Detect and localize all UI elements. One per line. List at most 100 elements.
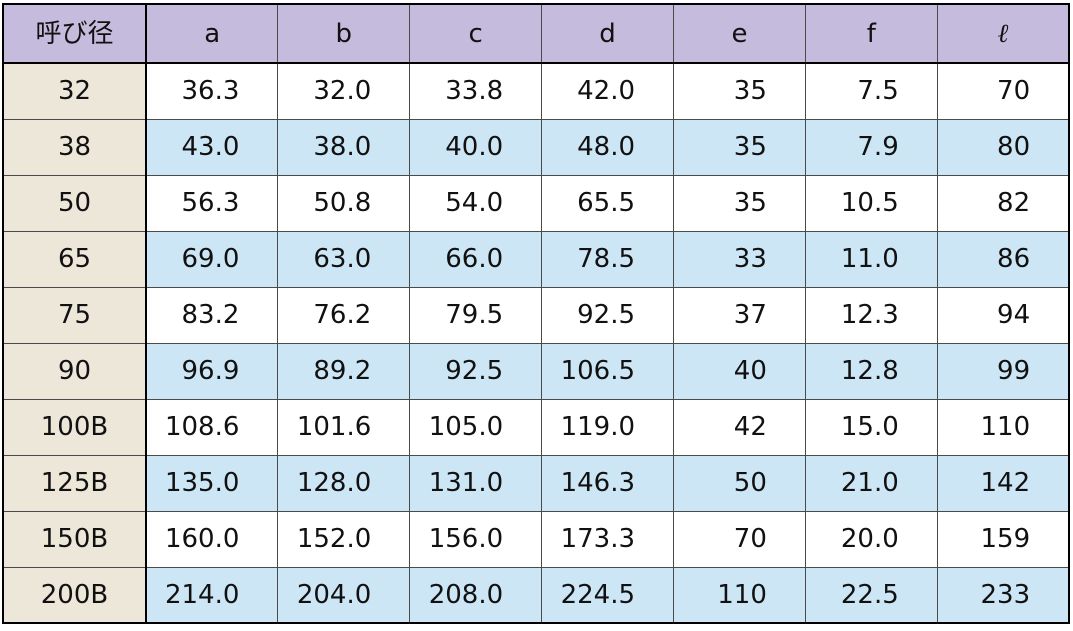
table-cell: 33.8 xyxy=(409,62,543,120)
table-row: 32 36.3 32.0 33.8 42.0 35 7.5 70 xyxy=(2,62,1070,120)
table-cell: 20.0 xyxy=(804,510,938,568)
table-cell: 56.3 xyxy=(145,174,279,232)
column-header-e: e xyxy=(673,3,806,64)
table-cell: 152.0 xyxy=(277,510,411,568)
table-cell: 173.3 xyxy=(541,510,674,568)
table-cell: 99 xyxy=(936,342,1070,400)
table-row: 100B 108.6 101.6 105.0 119.0 42 15.0 110 xyxy=(2,398,1070,456)
table-cell: 70 xyxy=(936,62,1070,120)
table-row: 90 96.9 89.2 92.5 106.5 40 12.8 99 xyxy=(2,342,1070,400)
table-cell: 11.0 xyxy=(804,230,938,288)
table-cell: 110 xyxy=(936,398,1070,456)
row-header-size: 65 xyxy=(2,230,147,288)
table-cell: 76.2 xyxy=(277,286,411,344)
table-cell: 79.5 xyxy=(409,286,543,344)
table-cell: 63.0 xyxy=(277,230,411,288)
table-cell: 86 xyxy=(936,230,1070,288)
row-header-size: 90 xyxy=(2,342,147,400)
table-cell: 12.3 xyxy=(804,286,938,344)
dimension-table: 呼び径 a b c d e f ℓ 32 36.3 32.0 33.8 42.0… xyxy=(2,3,1071,624)
table-cell: 69.0 xyxy=(145,230,279,288)
table-cell: 40.0 xyxy=(409,118,543,176)
table-cell: 131.0 xyxy=(409,454,543,512)
table-cell: 12.8 xyxy=(804,342,938,400)
dimension-table-container: 呼び径 a b c d e f ℓ 32 36.3 32.0 33.8 42.0… xyxy=(2,3,1071,624)
table-cell: 105.0 xyxy=(409,398,543,456)
table-cell: 36.3 xyxy=(145,62,279,120)
table-cell: 80 xyxy=(936,118,1070,176)
table-cell: 156.0 xyxy=(409,510,543,568)
table-cell: 70 xyxy=(673,510,806,568)
table-cell: 42.0 xyxy=(541,62,674,120)
row-header-size: 38 xyxy=(2,118,147,176)
table-row: 65 69.0 63.0 66.0 78.5 33 11.0 86 xyxy=(2,230,1070,288)
table-row: 38 43.0 38.0 40.0 48.0 35 7.9 80 xyxy=(2,118,1070,176)
table-cell: 83.2 xyxy=(145,286,279,344)
table-cell: 7.5 xyxy=(804,62,938,120)
table-cell: 33 xyxy=(673,230,806,288)
table-cell: 32.0 xyxy=(277,62,411,120)
row-header-size: 200B xyxy=(2,566,147,624)
table-cell: 22.5 xyxy=(804,566,938,624)
table-cell: 94 xyxy=(936,286,1070,344)
table-row: 150B 160.0 152.0 156.0 173.3 70 20.0 159 xyxy=(2,510,1070,568)
row-header-size: 75 xyxy=(2,286,147,344)
column-header-a: a xyxy=(145,3,279,64)
table-cell: 82 xyxy=(936,174,1070,232)
table-cell: 92.5 xyxy=(541,286,674,344)
column-header-c: c xyxy=(409,3,543,64)
table-cell: 160.0 xyxy=(145,510,279,568)
table-cell: 119.0 xyxy=(541,398,674,456)
table-cell: 38.0 xyxy=(277,118,411,176)
table-cell: 43.0 xyxy=(145,118,279,176)
table-cell: 89.2 xyxy=(277,342,411,400)
table-cell: 108.6 xyxy=(145,398,279,456)
table-cell: 142 xyxy=(936,454,1070,512)
table-cell: 224.5 xyxy=(541,566,674,624)
table-cell: 50 xyxy=(673,454,806,512)
table-cell: 208.0 xyxy=(409,566,543,624)
column-header-d: d xyxy=(541,3,674,64)
table-cell: 54.0 xyxy=(409,174,543,232)
table-cell: 66.0 xyxy=(409,230,543,288)
table-cell: 159 xyxy=(936,510,1070,568)
table-cell: 37 xyxy=(673,286,806,344)
table-cell: 146.3 xyxy=(541,454,674,512)
table-cell: 35 xyxy=(673,174,806,232)
table-cell: 78.5 xyxy=(541,230,674,288)
table-cell: 96.9 xyxy=(145,342,279,400)
table-cell: 65.5 xyxy=(541,174,674,232)
table-cell: 101.6 xyxy=(277,398,411,456)
table-cell: 233 xyxy=(936,566,1070,624)
header-row: 呼び径 a b c d e f ℓ xyxy=(2,3,1070,64)
table-cell: 48.0 xyxy=(541,118,674,176)
table-cell: 204.0 xyxy=(277,566,411,624)
row-header-size: 125B xyxy=(2,454,147,512)
table-cell: 110 xyxy=(673,566,806,624)
column-header-l: ℓ xyxy=(936,3,1070,64)
table-cell: 10.5 xyxy=(804,174,938,232)
table-row: 200B 214.0 204.0 208.0 224.5 110 22.5 23… xyxy=(2,566,1070,624)
column-header-f: f xyxy=(804,3,938,64)
table-row: 50 56.3 50.8 54.0 65.5 35 10.5 82 xyxy=(2,174,1070,232)
table-cell: 92.5 xyxy=(409,342,543,400)
table-cell: 35 xyxy=(673,118,806,176)
table-cell: 128.0 xyxy=(277,454,411,512)
table-cell: 40 xyxy=(673,342,806,400)
table-cell: 106.5 xyxy=(541,342,674,400)
table-cell: 7.9 xyxy=(804,118,938,176)
nominal-size-header: 呼び径 xyxy=(2,3,147,64)
table-cell: 35 xyxy=(673,62,806,120)
column-header-b: b xyxy=(277,3,411,64)
row-header-size: 100B xyxy=(2,398,147,456)
table-cell: 21.0 xyxy=(804,454,938,512)
table-cell: 42 xyxy=(673,398,806,456)
table-cell: 135.0 xyxy=(145,454,279,512)
table-cell: 50.8 xyxy=(277,174,411,232)
row-header-size: 50 xyxy=(2,174,147,232)
table-row: 75 83.2 76.2 79.5 92.5 37 12.3 94 xyxy=(2,286,1070,344)
row-header-size: 32 xyxy=(2,62,147,120)
table-cell: 214.0 xyxy=(145,566,279,624)
table-cell: 15.0 xyxy=(804,398,938,456)
table-row: 125B 135.0 128.0 131.0 146.3 50 21.0 142 xyxy=(2,454,1070,512)
